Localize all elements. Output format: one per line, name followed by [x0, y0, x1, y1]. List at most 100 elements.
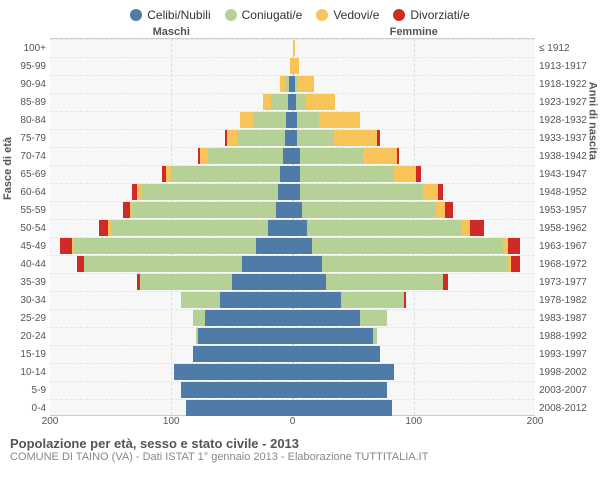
bar-segment: [278, 184, 293, 200]
chart-container: Celibi/Nubili Coniugati/e Vedovi/e Divorzia…: [0, 0, 600, 500]
legend-item: Coniugati/e: [225, 8, 303, 22]
age-row: 95-991913-1917: [50, 57, 535, 75]
bar-segment: [293, 238, 312, 254]
bar-segment: [293, 40, 295, 56]
birth-label: 2003-2007: [539, 385, 595, 396]
female-bar: [293, 400, 392, 416]
bar-segment: [220, 292, 293, 308]
bar-segment: [293, 166, 300, 182]
bar-segment: [193, 346, 292, 362]
bar-segment: [508, 238, 520, 254]
male-bar: [132, 184, 292, 200]
birth-label: 1948-1952: [539, 187, 595, 198]
x-tick: 100: [163, 416, 180, 427]
bar-segment: [293, 148, 300, 164]
bar-segment: [280, 166, 292, 182]
bar-segment: [293, 346, 380, 362]
age-row: 90-941918-1922: [50, 75, 535, 93]
bar-segment: [300, 184, 424, 200]
age-row: 40-441968-1972: [50, 255, 535, 273]
bar-segment: [307, 220, 462, 236]
bar-segment: [423, 184, 438, 200]
bar-segment: [404, 292, 406, 308]
chart-subtitle: COMUNE DI TAINO (VA) - Dati ISTAT 1° gen…: [10, 451, 590, 463]
legend-item: Celibi/Nubili: [130, 8, 210, 22]
bar-segment: [123, 202, 130, 218]
legend-item: Vedovi/e: [316, 8, 379, 22]
birth-label: 1933-1937: [539, 133, 595, 144]
birth-label: 1968-1972: [539, 259, 595, 270]
birth-label: 1958-1962: [539, 223, 595, 234]
legend-label: Coniugati/e: [242, 8, 303, 22]
bar-segment: [140, 274, 232, 290]
male-label: Maschi: [50, 26, 293, 38]
female-bar: [293, 364, 395, 380]
age-row: 65-691943-1947: [50, 165, 535, 183]
birth-label: ≤ 1912: [539, 43, 595, 54]
bar-segment: [363, 148, 397, 164]
bar-segment: [293, 256, 322, 272]
female-bar: [293, 130, 380, 146]
bar-segment: [171, 166, 280, 182]
bar-segment: [232, 274, 293, 290]
legend-swatch: [225, 9, 237, 21]
bar-segment: [300, 148, 363, 164]
bar-segment: [77, 256, 84, 272]
age-row: 50-541958-1962: [50, 219, 535, 237]
age-row: 70-741938-1942: [50, 147, 535, 165]
male-bar: [263, 94, 292, 110]
female-bar: [293, 274, 448, 290]
age-row: 15-191993-1997: [50, 345, 535, 363]
chart-title: Popolazione per età, sesso e stato civil…: [10, 436, 590, 451]
male-bar: [198, 148, 293, 164]
bar-segment: [111, 220, 269, 236]
bar-segment: [283, 148, 293, 164]
bar-segment: [200, 148, 207, 164]
male-bar: [123, 202, 293, 218]
male-bar: [240, 112, 292, 128]
legend: Celibi/Nubili Coniugati/e Vedovi/e Divorzia…: [0, 0, 600, 26]
birth-label: 1928-1932: [539, 115, 595, 126]
female-bar: [293, 238, 521, 254]
female-bar: [293, 94, 335, 110]
female-bar: [293, 166, 421, 182]
bar-segment: [193, 310, 205, 326]
bar-segment: [297, 76, 314, 92]
age-row: 80-841928-1932: [50, 111, 535, 129]
female-bar: [293, 292, 407, 308]
age-label: 30-34: [8, 295, 46, 306]
male-bar: [60, 238, 293, 254]
bar-segment: [322, 256, 509, 272]
bar-segment: [253, 112, 287, 128]
age-label: 80-84: [8, 115, 46, 126]
bar-segment: [312, 238, 504, 254]
legend-label: Divorziati/e: [410, 8, 469, 22]
bar-segment: [296, 94, 306, 110]
female-bar: [293, 346, 380, 362]
age-label: 55-59: [8, 205, 46, 216]
male-bar: [181, 292, 293, 308]
bar-segment: [293, 400, 392, 416]
x-tick: 200: [527, 416, 544, 427]
bar-segment: [263, 94, 270, 110]
female-bar: [293, 76, 315, 92]
bar-segment: [445, 202, 452, 218]
birth-label: 1973-1977: [539, 277, 595, 288]
bar-segment: [443, 274, 448, 290]
bar-segment: [142, 184, 278, 200]
bar-segment: [462, 220, 469, 236]
chart-footer: Popolazione per età, sesso e stato civil…: [0, 432, 600, 463]
birth-label: 1988-1992: [539, 331, 595, 342]
bar-segment: [293, 328, 373, 344]
female-bar: [293, 184, 443, 200]
female-bar: [293, 148, 400, 164]
age-label: 90-94: [8, 79, 46, 90]
birth-label: 2008-2012: [539, 403, 595, 414]
bar-segment: [285, 130, 292, 146]
x-tick: 0: [290, 416, 296, 427]
birth-label: 1963-1967: [539, 241, 595, 252]
male-bar: [99, 220, 293, 236]
bar-segment: [293, 382, 388, 398]
bar-segment: [293, 274, 327, 290]
bar-segment: [377, 130, 379, 146]
